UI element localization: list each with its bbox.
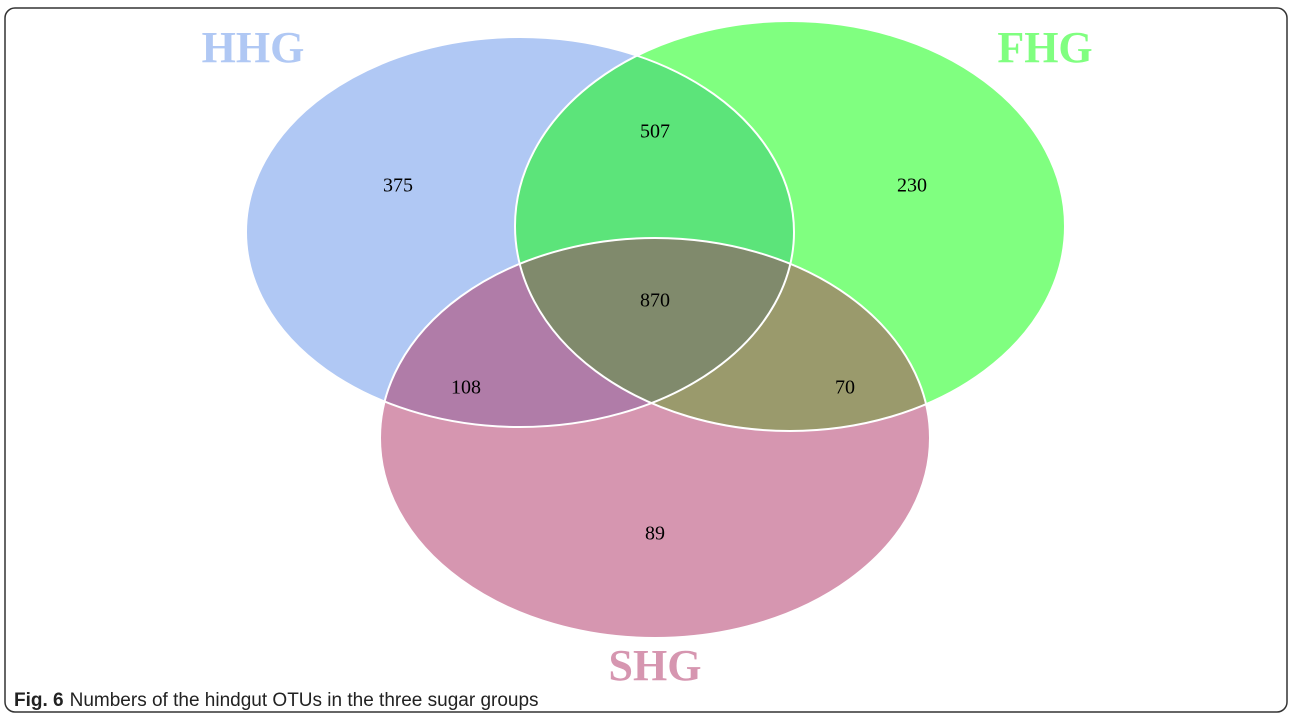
set-label: HHG	[202, 23, 305, 72]
caption: Fig. 6 Numbers of the hindgut OTUs in the…	[14, 690, 539, 711]
region-count: 507	[640, 121, 670, 143]
region-count: 230	[897, 175, 927, 197]
set-label: SHG	[609, 641, 702, 690]
caption-label: Fig. 6	[14, 690, 64, 711]
region-count: 89	[645, 523, 665, 545]
caption-text: Numbers of the hindgut OTUs in the three…	[70, 690, 539, 711]
set-label: FHG	[997, 23, 1092, 72]
outline	[379, 237, 931, 639]
venn	[245, 20, 1066, 639]
outline	[514, 20, 1066, 432]
region-count: 70	[835, 377, 855, 399]
outline	[245, 36, 795, 428]
frame	[4, 7, 1288, 713]
region-count: 375	[383, 175, 413, 197]
region-count: 870	[640, 290, 670, 312]
region-count: 108	[451, 377, 481, 399]
